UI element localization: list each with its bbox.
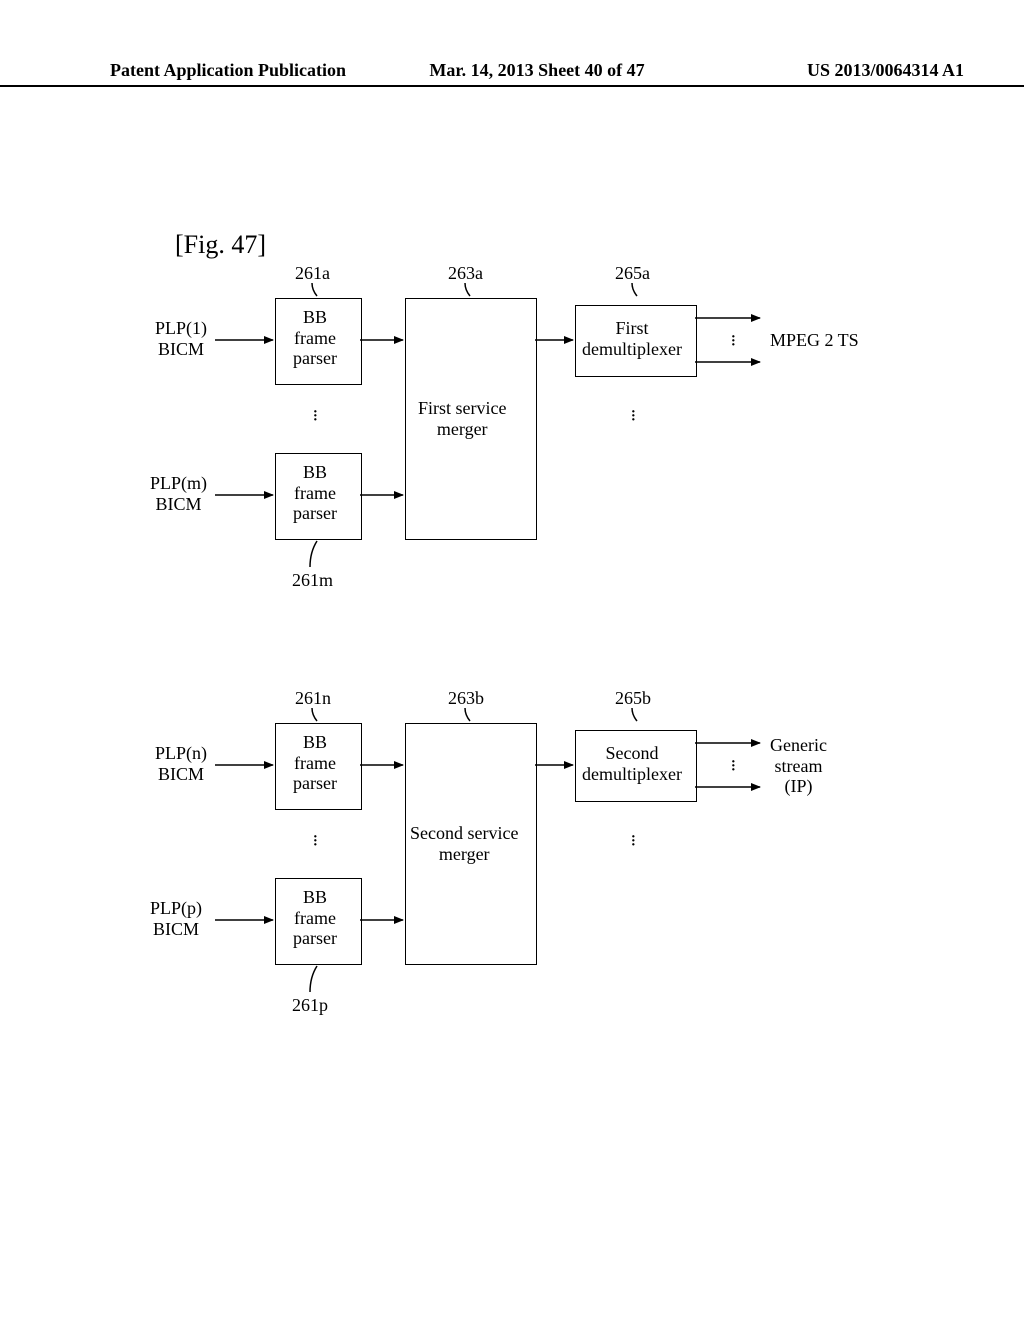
vdots-out-1: ··· <box>730 335 737 347</box>
ref-265b: 265b <box>615 688 651 709</box>
vdots-demux-1: ··· <box>630 410 637 422</box>
label-demux-1: First demultiplexer <box>582 318 682 359</box>
header-center: Mar. 14, 2013 Sheet 40 of 47 <box>395 60 680 81</box>
header-row: Patent Application Publication Mar. 14, … <box>0 60 1024 81</box>
output-2: Generic stream (IP) <box>770 735 827 797</box>
label-demux-2: Second demultiplexer <box>582 743 682 784</box>
label-merger-2: Second service merger <box>410 823 518 864</box>
vdots-out-2: ··· <box>730 760 737 772</box>
ref-261n: 261n <box>295 688 331 709</box>
ref-263a: 263a <box>448 263 483 284</box>
input-plpp: PLP(p) BICM <box>150 898 202 939</box>
output-1: MPEG 2 TS <box>770 330 859 351</box>
header-left: Patent Application Publication <box>110 60 395 81</box>
ref-263b: 263b <box>448 688 484 709</box>
vdots-parsers-2: ··· <box>312 835 319 847</box>
ref-261p: 261p <box>292 995 328 1016</box>
label-parser-1a: BB frame parser <box>293 307 337 369</box>
page: Patent Application Publication Mar. 14, … <box>0 0 1024 1320</box>
figure-label: [Fig. 47] <box>175 230 266 260</box>
ref-265a: 265a <box>615 263 650 284</box>
vdots-demux-2: ··· <box>630 835 637 847</box>
page-header: Patent Application Publication Mar. 14, … <box>0 60 1024 87</box>
vdots-parsers-1: ··· <box>312 410 319 422</box>
ref-261a: 261a <box>295 263 330 284</box>
ref-261m: 261m <box>292 570 333 591</box>
header-right: US 2013/0064314 A1 <box>679 60 964 81</box>
label-merger-1: First service merger <box>418 398 506 439</box>
input-plpm: PLP(m) BICM <box>150 473 207 514</box>
input-plp1: PLP(1) BICM <box>155 318 207 359</box>
label-parser-2n: BB frame parser <box>293 732 337 794</box>
input-plpn: PLP(n) BICM <box>155 743 207 784</box>
label-parser-2p: BB frame parser <box>293 887 337 949</box>
label-parser-1m: BB frame parser <box>293 462 337 524</box>
diagram-svg <box>0 0 1024 1320</box>
